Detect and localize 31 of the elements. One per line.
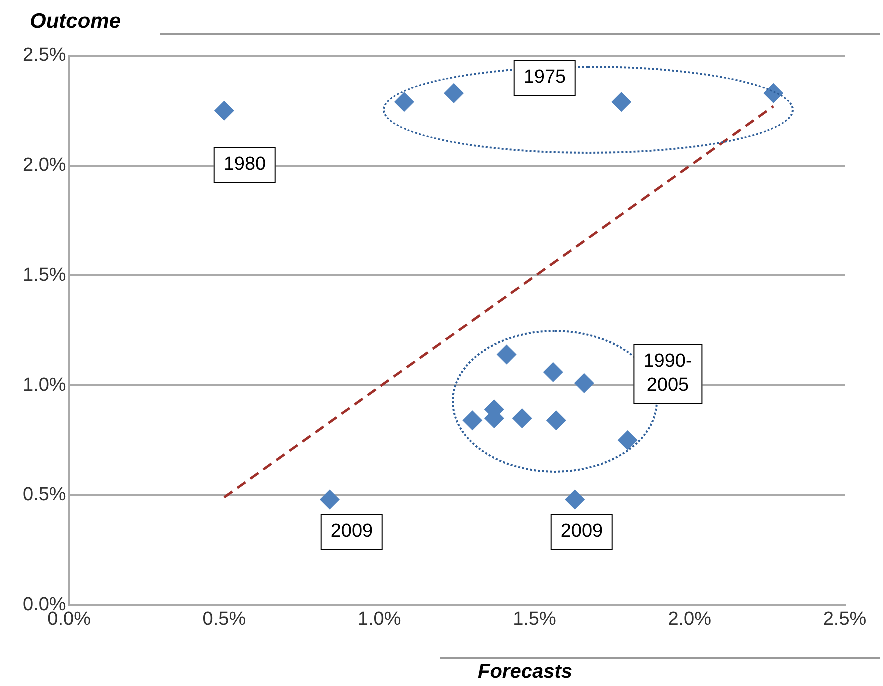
x-axis-title: Forecasts [478, 661, 572, 684]
y-tick-label: 1.0% [22, 374, 66, 396]
point [764, 83, 784, 104]
y-tick-label: 0.5% [22, 484, 66, 506]
x-tick-label: 2.0% [668, 608, 712, 630]
point [574, 373, 594, 394]
y-axis-title: Outcome [30, 10, 122, 34]
point [543, 362, 564, 382]
point [320, 490, 340, 510]
y-tick-label: 1.5% [22, 264, 66, 286]
y-tick-label: 2.0% [22, 155, 66, 176]
annotation: 2009 [550, 514, 614, 550]
point [546, 410, 566, 431]
point [618, 430, 638, 450]
annotation: 1990-2005 [634, 344, 702, 404]
point [612, 92, 632, 112]
annotation: 1980 [214, 147, 276, 183]
y-tick-label: 2.5% [22, 45, 66, 66]
x-tick-label: 1.0% [358, 608, 402, 630]
point [512, 408, 532, 428]
annotation: 2009 [320, 514, 384, 550]
annotation: 1975 [514, 60, 576, 96]
x-tick-label: 0.5% [202, 608, 246, 630]
x-tick-label: 2.5% [823, 608, 867, 630]
point [214, 100, 234, 121]
point [394, 92, 414, 112]
point [444, 83, 464, 104]
x-tick-label: 1.5% [513, 608, 556, 630]
point [496, 344, 517, 365]
point [462, 410, 483, 431]
point [565, 490, 586, 510]
